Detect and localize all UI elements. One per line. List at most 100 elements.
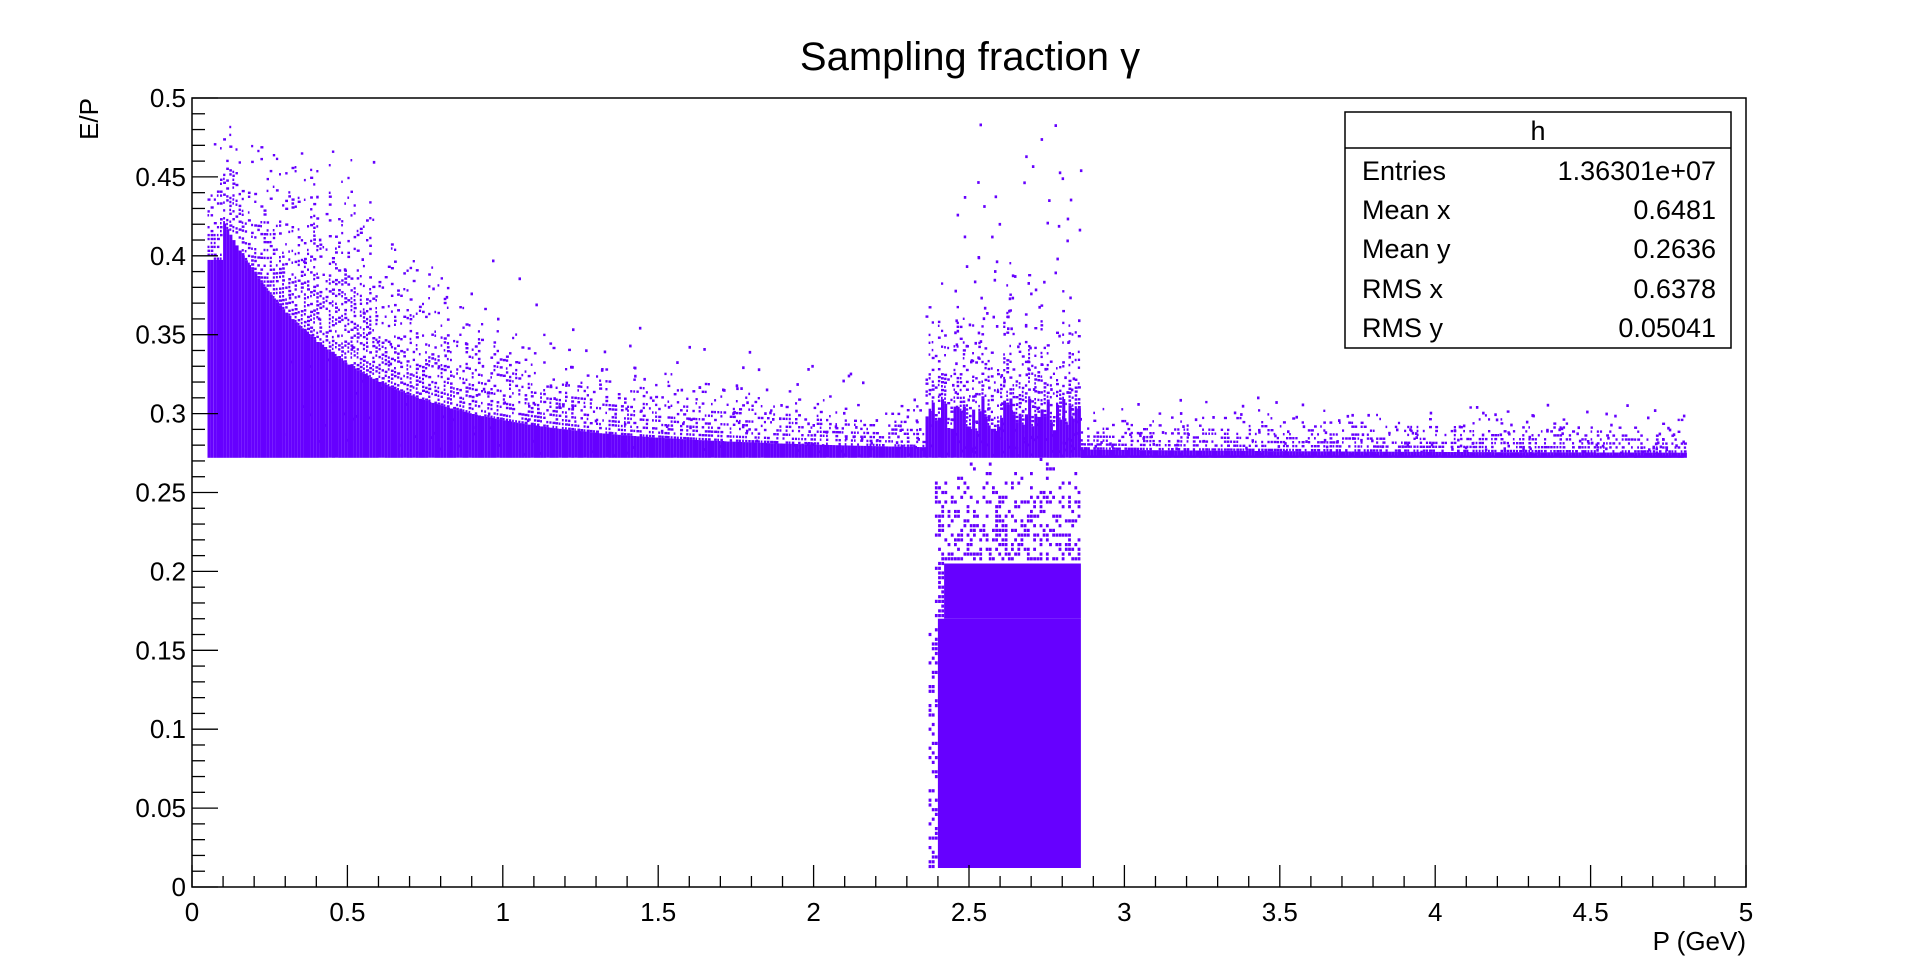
heatmap-cell (555, 426, 558, 429)
heatmap-cell (1199, 448, 1201, 451)
heatmap-cell (272, 272, 276, 275)
heatmap-cell (1009, 309, 1012, 312)
y-tick-label: 0.45 (135, 162, 186, 192)
heatmap-cell (885, 446, 889, 458)
heatmap-cell (288, 313, 291, 316)
heatmap-cell (328, 309, 331, 313)
heatmap-cell (863, 435, 866, 438)
heatmap-cell (1220, 450, 1224, 458)
heatmap-cell (937, 417, 941, 458)
heatmap-cell (1481, 441, 1484, 445)
heatmap-cell (701, 440, 705, 458)
heatmap-cell (782, 443, 786, 458)
heatmap-cell (362, 320, 366, 323)
heatmap-cell (748, 442, 752, 458)
heatmap-cell (1553, 450, 1556, 453)
heatmap-cell (841, 427, 844, 430)
heatmap-cell (1444, 452, 1448, 458)
heatmap-cell (521, 421, 524, 424)
heatmap-cell (288, 301, 291, 305)
heatmap-cell (1332, 441, 1336, 444)
heatmap-cell (558, 398, 561, 402)
heatmap-cell (356, 370, 360, 458)
heatmap-cell (1317, 441, 1320, 444)
heatmap-cell (487, 391, 491, 395)
heatmap-cell (1024, 400, 1028, 403)
heatmap-cell (652, 399, 655, 402)
heatmap-cell (527, 386, 531, 390)
heatmap-cell (891, 440, 893, 443)
heatmap-cell (1021, 424, 1025, 458)
heatmap-cell (300, 318, 303, 321)
heatmap-cell (992, 528, 995, 532)
heatmap-cell (1484, 452, 1488, 458)
heatmap-cell (481, 323, 484, 326)
heatmap-cell (1391, 441, 1394, 444)
heatmap-cell (829, 445, 833, 458)
heatmap-cell (754, 428, 758, 431)
heatmap-cell (586, 386, 589, 389)
heatmap-cell (934, 661, 938, 665)
heatmap-cell (901, 444, 904, 448)
heatmap-cell (254, 267, 257, 271)
heatmap-cell (1227, 440, 1230, 443)
heatmap-cell (313, 339, 317, 458)
heatmap-cell (349, 436, 352, 440)
heatmap-cell (1024, 340, 1028, 344)
heatmap-cell (1074, 331, 1077, 334)
heatmap-cell (1015, 384, 1018, 387)
heatmap-cell (440, 403, 444, 406)
heatmap-cell (605, 399, 609, 403)
heatmap-cell (1183, 450, 1187, 458)
heatmap-cell (1015, 419, 1019, 423)
heatmap-cell (707, 383, 710, 386)
heatmap-cell (698, 410, 701, 413)
heatmap-cell (1077, 382, 1080, 385)
heatmap-cell (331, 260, 335, 264)
heatmap-cell (229, 204, 232, 208)
heatmap-cell (1059, 401, 1063, 404)
heatmap-cell (1093, 447, 1096, 450)
heatmap-cell (804, 438, 807, 441)
heatmap-cell (1572, 452, 1576, 458)
heatmap-cell (375, 295, 378, 298)
heatmap-cell (316, 312, 320, 315)
heatmap-cell (425, 400, 429, 458)
heatmap-cell (1068, 395, 1071, 398)
heatmap-cell (1031, 400, 1034, 403)
heatmap-cell (857, 431, 859, 434)
heatmap-cell (779, 425, 782, 428)
heatmap-cell (1558, 428, 1561, 432)
heatmap-cell (661, 438, 665, 458)
heatmap-cell (1503, 441, 1506, 445)
heatmap-cell (331, 320, 334, 323)
y-tick-label: 0.5 (150, 83, 186, 113)
stats-value-entries: 1.36301e+07 (1558, 156, 1716, 186)
heatmap-cell (981, 333, 985, 336)
heatmap-cell (422, 302, 424, 306)
heatmap-cell (592, 390, 596, 394)
heatmap-cell (1612, 434, 1616, 437)
heatmap-cell (1024, 430, 1028, 434)
heatmap-cell (561, 426, 564, 430)
heatmap-cell (313, 293, 316, 296)
heatmap-cell (1074, 486, 1078, 490)
heatmap-cell (344, 316, 348, 320)
heatmap-cell (998, 222, 1002, 226)
heatmap-cell (1006, 363, 1009, 366)
heatmap-cell (1248, 432, 1251, 436)
heatmap-cell (1031, 419, 1035, 423)
heatmap-cell (318, 238, 322, 242)
heatmap-cell (543, 361, 546, 364)
heatmap-cell (993, 416, 996, 420)
heatmap-cell (359, 326, 362, 329)
heatmap-cell (1146, 428, 1148, 431)
heatmap-cell (1230, 440, 1233, 443)
heatmap-cell (390, 369, 394, 372)
heatmap-cell (390, 310, 393, 313)
stats-value-rms-y: 0.05041 (1618, 313, 1716, 343)
heatmap-cell (496, 401, 500, 404)
heatmap-cell (1011, 547, 1014, 551)
heatmap-cell (443, 384, 446, 387)
heatmap-cell (443, 406, 447, 458)
